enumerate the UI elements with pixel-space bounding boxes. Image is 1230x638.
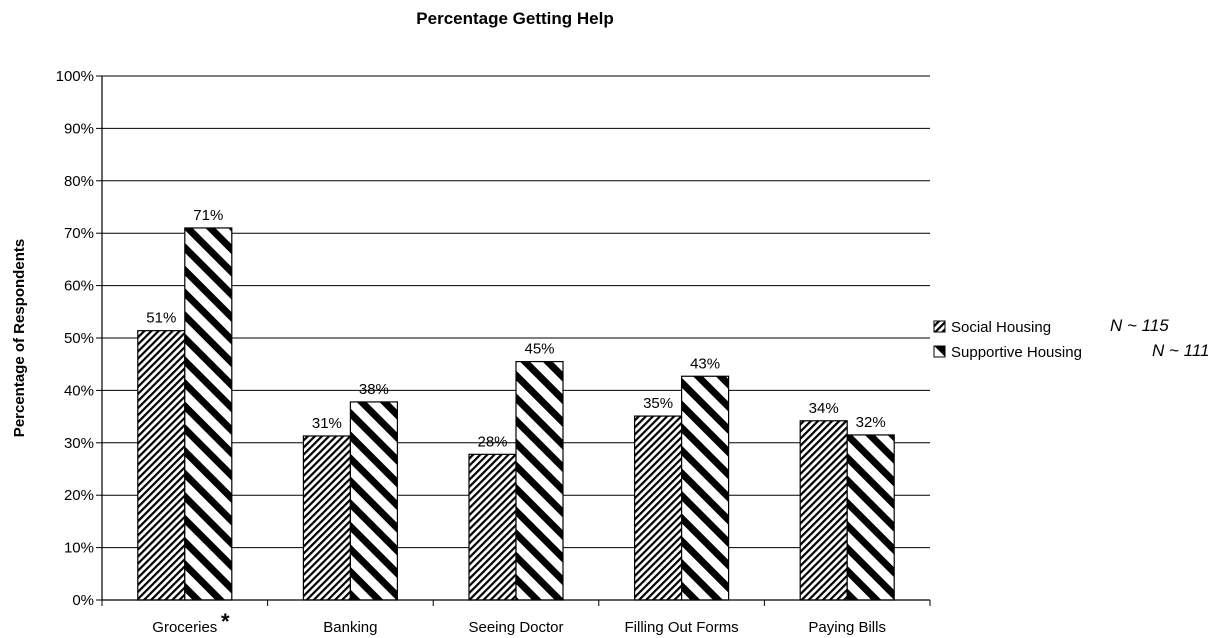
y-tick-label: 90% — [64, 120, 94, 137]
bar-seeing-doctor-social-housing — [468, 453, 517, 601]
x-axis-categories: Groceries * Banking Seeing Doctor Filling Ou… — [152, 609, 886, 636]
data-label: 71% — [193, 207, 223, 224]
bar-filling-out-forms-social-housing — [633, 415, 683, 601]
bar-groceries-supportive-housing — [184, 227, 233, 601]
data-label: 32% — [856, 414, 886, 431]
bar-paying-bills-social-housing — [799, 420, 848, 601]
legend-sample-size: N ~ 111 — [1152, 341, 1210, 360]
legend-swatch — [933, 345, 946, 358]
legend: Social Housing N ~ 115 Supportive Housing N… — [933, 316, 1210, 361]
gridlines — [102, 75, 930, 549]
y-tick-label: 20% — [64, 487, 94, 504]
y-tick-label: 0% — [72, 592, 94, 609]
bar-banking-social-housing — [302, 435, 351, 601]
y-tick-label: 10% — [64, 540, 94, 557]
x-category-label: Filling Out Forms — [625, 619, 739, 636]
y-tick-label: 50% — [64, 330, 94, 347]
data-label: 35% — [643, 395, 673, 412]
bar-filling-out-forms-supportive-housing — [680, 375, 730, 601]
x-category-label: Seeing Doctor — [468, 619, 563, 636]
data-label: 31% — [312, 415, 342, 432]
significance-marker: * — [221, 609, 230, 634]
data-label: 38% — [359, 381, 389, 398]
bars — [137, 227, 895, 601]
legend-label: Supportive Housing — [951, 344, 1082, 361]
y-tick-label: 100% — [56, 68, 94, 85]
data-labels: 51% 71% 31% 38% 28% 45% 35% 43% 34% 32% — [146, 207, 885, 450]
bar-banking-supportive-housing — [349, 401, 398, 601]
data-label: 43% — [690, 355, 720, 372]
legend-label: Social Housing — [951, 319, 1051, 336]
bar-seeing-doctor-supportive-housing — [515, 360, 564, 601]
x-category-label: Paying Bills — [808, 619, 886, 636]
legend-sample-size: N ~ 115 — [1110, 316, 1169, 335]
chart-title: Percentage Getting Help — [416, 9, 613, 28]
y-axis-label: Percentage of Respondents — [11, 239, 28, 437]
x-category-label: Groceries — [152, 619, 217, 636]
data-label: 51% — [146, 310, 176, 327]
y-tick-label: 30% — [64, 435, 94, 452]
bar-groceries-social-housing — [137, 330, 186, 601]
y-tick-label: 40% — [64, 382, 94, 399]
y-tick-label: 80% — [64, 173, 94, 190]
data-label: 28% — [477, 433, 507, 450]
y-tick-label: 60% — [64, 278, 94, 295]
legend-swatch — [933, 320, 946, 333]
axes — [101, 76, 931, 606]
x-category-label: Banking — [323, 619, 377, 636]
data-label: 34% — [809, 400, 839, 417]
y-axis-ticks: 0% 10% 20% 30% 40% 50% 60% 70% 80% 90% 100% — [56, 68, 102, 609]
bar-paying-bills-supportive-housing — [846, 434, 895, 601]
data-label: 45% — [524, 341, 554, 358]
y-tick-label: 70% — [64, 225, 94, 242]
